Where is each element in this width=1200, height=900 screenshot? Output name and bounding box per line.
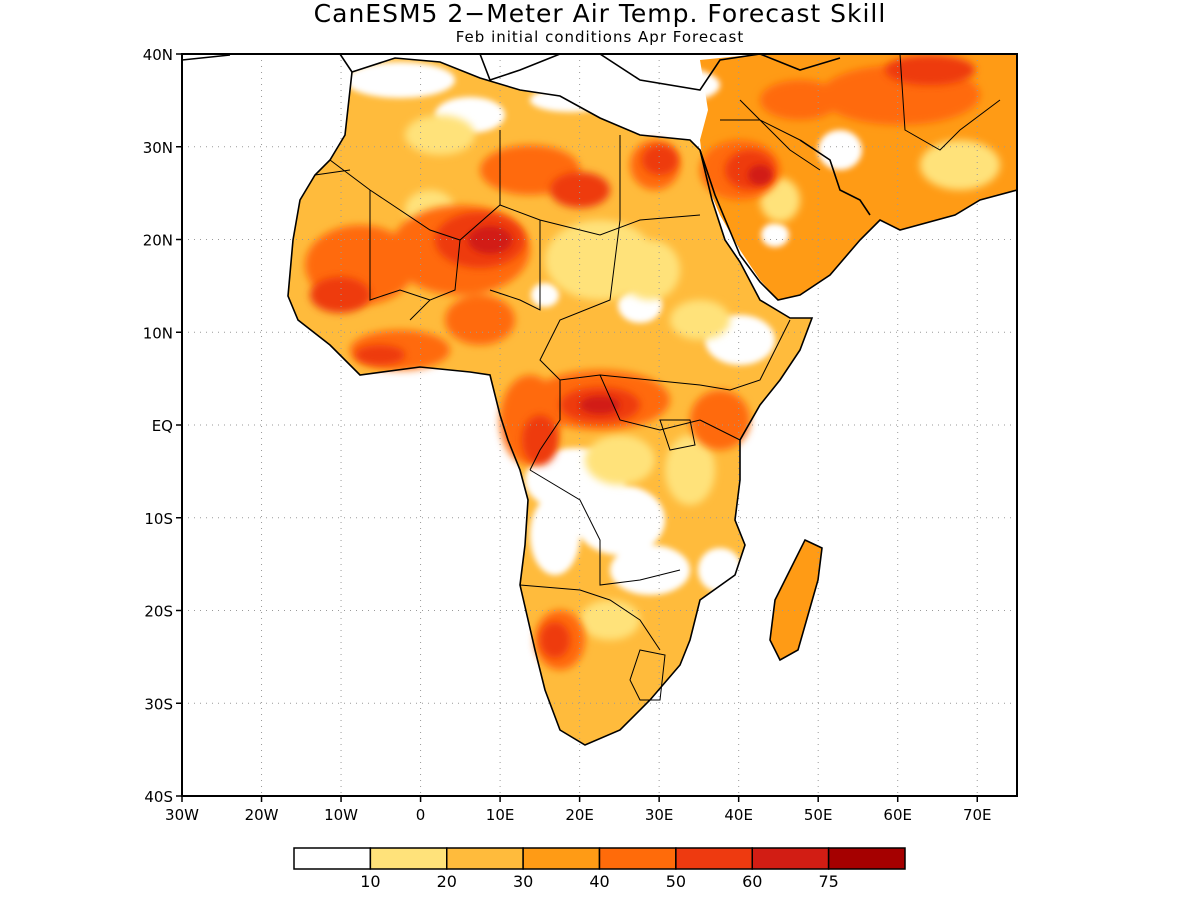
- lon-tick-label: 30E: [645, 806, 674, 824]
- colorbar: 10 20 30 40 50 60 75: [293, 847, 906, 891]
- colorbar-segment: [446, 847, 524, 870]
- colorbar-label: 60: [742, 872, 762, 891]
- colorbar-segment: [675, 847, 753, 870]
- lat-tick-label: 30N: [143, 139, 173, 157]
- lon-tick-label: 70E: [963, 806, 992, 824]
- madagascar-coastline: [769, 538, 823, 662]
- lat-tick-label: 20S: [144, 603, 173, 621]
- lon-tick-label: 50E: [804, 806, 833, 824]
- lon-tick-label: 20W: [245, 806, 279, 824]
- madagascar-land-fill: [770, 540, 822, 660]
- colorbar-label: 40: [589, 872, 609, 891]
- colorbar-label: 50: [666, 872, 686, 891]
- lat-tick-label: 10N: [143, 324, 173, 342]
- europe-coastline: [182, 54, 841, 91]
- lat-tick-label: 40N: [143, 46, 173, 64]
- colorbar-segment: [751, 847, 830, 870]
- lat-tick-label: EQ: [152, 417, 173, 435]
- lat-tick-label: 20N: [143, 232, 173, 250]
- lon-tick-label: 10W: [324, 806, 358, 824]
- map-subtitle: Feb initial conditions Apr Forecast: [455, 28, 745, 46]
- colorbar-label: 20: [437, 872, 457, 891]
- lon-tick-label: 10E: [486, 806, 515, 824]
- lon-tick-label: 30W: [165, 806, 199, 824]
- lon-tick-label: 40E: [724, 806, 753, 824]
- arabia-coastline: [699, 149, 1017, 301]
- lon-tick-label: 0: [416, 806, 426, 824]
- skill-shading: [288, 54, 1017, 745]
- lat-tick-label: 10S: [144, 510, 173, 528]
- colorbar-segment: [293, 847, 372, 870]
- colorbar-segment: [598, 847, 677, 870]
- graticule: [182, 54, 1017, 796]
- colorbar-segment: [369, 847, 448, 870]
- coastlines: [182, 54, 1017, 746]
- map-title: CanESM5 2−Meter Air Temp. Forecast Skill: [313, 0, 887, 28]
- country-borders: [314, 54, 1001, 701]
- lon-tick-label: 20E: [565, 806, 594, 824]
- lat-tick-label: 30S: [144, 695, 173, 713]
- africa-coastline: [287, 57, 814, 746]
- colorbar-label: 30: [513, 872, 533, 891]
- colorbar-label: 10: [360, 872, 380, 891]
- lat-tick-label: 40S: [144, 788, 173, 806]
- colorbar-label: 75: [818, 872, 838, 891]
- persian-gulf-coastline: [799, 139, 871, 216]
- colorbar-segment: [522, 847, 601, 870]
- lon-tick-label: 60E: [883, 806, 912, 824]
- colorbar-segment: [827, 847, 906, 870]
